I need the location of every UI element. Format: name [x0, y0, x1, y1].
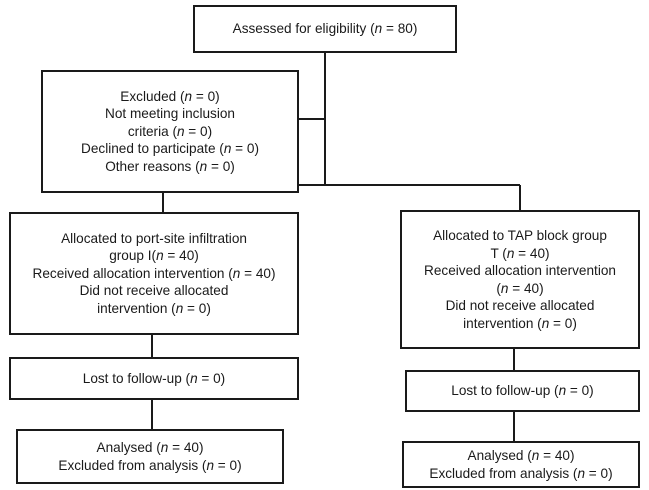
box-text-line: group I(n = 40) — [109, 247, 199, 265]
box-text-line: Declined to participate (n = 0) — [81, 140, 259, 158]
line-prefix: Excluded ( — [120, 88, 185, 104]
line-prefix: Other reasons ( — [105, 158, 200, 174]
line-prefix: Not meeting inclusion — [105, 106, 235, 122]
n-symbol: n — [541, 315, 550, 331]
n-symbol: n — [160, 440, 169, 455]
n-symbol: n — [558, 383, 567, 399]
n-symbol: n — [374, 21, 383, 37]
line-prefix: Allocated to TAP block group — [433, 228, 607, 243]
line-suffix: = 40) — [539, 448, 575, 463]
line-prefix: Analysed ( — [96, 440, 161, 455]
line-prefix: intervention ( — [97, 300, 176, 316]
line-prefix: Allocated to port-site infiltration — [61, 230, 247, 246]
line-suffix: = 0) — [192, 88, 220, 104]
line-prefix: Received allocation intervention — [424, 263, 616, 278]
line-prefix: Declined to participate ( — [81, 141, 224, 157]
allocated-left-box: Allocated to port-site infiltration group… — [9, 212, 299, 335]
box-text-line: Received allocation intervention (n = 40… — [33, 265, 276, 283]
n-symbol: n — [506, 245, 515, 261]
assessed-box: Assessed for eligibility (n = 80) — [193, 5, 457, 53]
box-text-line: T (n = 40) — [490, 245, 549, 263]
line-prefix: ( — [496, 280, 501, 296]
line-prefix: T ( — [490, 245, 507, 261]
line-suffix: = 40) — [168, 440, 204, 455]
line-prefix: Received allocation intervention ( — [32, 265, 233, 281]
line-prefix: Assessed for eligibility ( — [232, 21, 375, 37]
box-text-line: Did not receive allocated — [446, 297, 595, 315]
allocated-right-box: Allocated to TAP block group T (n = 40) Re… — [400, 210, 640, 349]
line-suffix: = 40) — [163, 248, 199, 264]
box-text-line: Allocated to TAP block group — [433, 227, 607, 245]
box-text-line: Received allocation intervention — [424, 262, 616, 280]
box-text-line: criteria (n = 0) — [128, 123, 212, 141]
line-suffix: = 0) — [549, 315, 577, 331]
line-prefix: Lost to follow-up ( — [82, 370, 191, 386]
line-suffix: = 0) — [585, 465, 613, 481]
box-text-line: Other reasons (n = 0) — [105, 158, 235, 176]
line-prefix: criteria ( — [127, 123, 177, 139]
line-suffix: = 0) — [207, 158, 235, 174]
n-symbol: n — [223, 141, 232, 157]
box-text-line: Allocated to port-site infiltration — [61, 230, 247, 248]
n-symbol: n — [199, 158, 208, 174]
box-text-line: (n = 40) — [496, 280, 543, 298]
line-suffix: = 0) — [214, 457, 242, 473]
n-symbol: n — [206, 457, 215, 473]
box-text-line: Did not receive allocated — [80, 282, 229, 300]
n-symbol: n — [232, 265, 241, 281]
box-text-line: Excluded from analysis (n = 0) — [58, 457, 241, 475]
line-suffix: = 0) — [184, 123, 213, 139]
analysed-right-box: Analysed (n = 40) Excluded from analysis … — [402, 441, 640, 488]
line-suffix: = 0) — [197, 370, 226, 386]
box-text-line: intervention (n = 0) — [463, 315, 577, 333]
n-symbol: n — [577, 465, 586, 481]
box-text-line: Lost to follow-up (n = 0) — [83, 370, 225, 388]
n-symbol: n — [531, 448, 540, 463]
line-suffix: = 0) — [183, 300, 211, 316]
n-symbol: n — [156, 248, 164, 264]
line-suffix: = 40) — [514, 245, 550, 261]
line-prefix: group I( — [109, 248, 157, 264]
n-symbol: n — [175, 300, 184, 316]
line-suffix: = 0) — [231, 141, 259, 157]
box-text-line: Excluded from analysis (n = 0) — [429, 465, 612, 483]
excluded-box: Excluded (n = 0) Not meeting inclusion cri… — [41, 70, 299, 193]
lost-right-box: Lost to follow-up (n = 0) — [405, 370, 640, 412]
line-prefix: Analysed ( — [467, 448, 532, 463]
n-symbol: n — [190, 370, 198, 386]
line-suffix: = 40) — [240, 265, 276, 281]
box-text-line: Lost to follow-up (n = 0) — [451, 382, 593, 400]
n-symbol: n — [184, 88, 193, 104]
box-text-line: intervention (n = 0) — [97, 300, 211, 318]
n-symbol: n — [176, 123, 185, 139]
line-suffix: = 40) — [508, 280, 544, 296]
n-symbol: n — [500, 280, 509, 296]
line-prefix: Lost to follow-up ( — [451, 383, 559, 399]
line-prefix: Excluded from analysis ( — [58, 457, 207, 473]
line-prefix: Did not receive allocated — [445, 298, 595, 313]
box-text-line: Not meeting inclusion — [105, 105, 235, 123]
line-prefix: Did not receive allocated — [79, 283, 229, 299]
box-text-line: Assessed for eligibility (n = 80) — [233, 20, 418, 38]
analysed-left-box: Analysed (n = 40) Excluded from analysis … — [16, 429, 284, 484]
line-suffix: = 80) — [382, 21, 418, 37]
line-prefix: Excluded from analysis ( — [429, 465, 578, 481]
line-prefix: intervention ( — [463, 315, 542, 331]
box-text-line: Excluded (n = 0) — [120, 88, 219, 106]
line-suffix: = 0) — [566, 383, 594, 399]
lost-left-box: Lost to follow-up (n = 0) — [9, 357, 299, 400]
box-text-line: Analysed (n = 40) — [468, 447, 575, 465]
box-text-line: Analysed (n = 40) — [97, 439, 204, 457]
